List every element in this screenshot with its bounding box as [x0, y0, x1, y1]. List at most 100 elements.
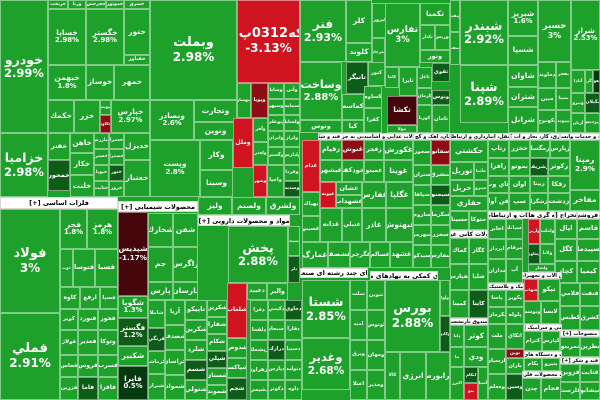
treemap-cell[interactable]: زشريف	[530, 158, 548, 176]
treemap-cell[interactable]: فولاژ	[60, 330, 78, 355]
treemap-cell[interactable]: كماسه	[342, 94, 364, 120]
treemap-cell[interactable]: باران	[506, 358, 524, 374]
treemap-cell[interactable]: پارسيان	[488, 349, 506, 374]
treemap-cell[interactable]: غپونه	[320, 182, 336, 208]
treemap-cell[interactable]: خمهر	[114, 65, 150, 100]
treemap-cell[interactable]: حفاري	[450, 196, 488, 211]
treemap-cell[interactable]: مفاخر	[570, 190, 600, 211]
treemap-cell[interactable]: غمارگ	[302, 242, 328, 268]
treemap-cell[interactable]: سپاها	[413, 185, 431, 205]
treemap-cell[interactable]: فغدير	[78, 330, 98, 355]
treemap-cell[interactable]: غمينو	[364, 160, 384, 182]
treemap-cell[interactable]: كيا	[342, 120, 364, 133]
sector-header[interactable]: سایر محصولات کانی غیرفلزی [+]	[450, 230, 488, 238]
treemap-cell[interactable]: خزر	[74, 100, 100, 133]
treemap-cell[interactable]: كرماشا	[148, 351, 165, 374]
treemap-cell[interactable]: درازك	[268, 340, 285, 360]
treemap-cell[interactable]: اپال	[555, 219, 577, 239]
treemap-cell[interactable]: بگيلان	[585, 93, 600, 113]
treemap-cell[interactable]: دسبحان	[268, 320, 285, 340]
treemap-cell[interactable]: وسپهر	[268, 99, 284, 115]
treemap-cell[interactable]: نوريس	[435, 25, 450, 50]
treemap-cell[interactable]: تكنار	[420, 25, 435, 50]
treemap-cell[interactable]: كشرق	[580, 306, 600, 330]
treemap-cell[interactable]: فسپا	[100, 287, 118, 309]
treemap-cell[interactable]: بورس 2.88%	[385, 280, 440, 352]
treemap-cell[interactable]: سيدكو	[413, 245, 431, 268]
treemap-cell[interactable]: ما	[450, 347, 464, 367]
treemap-cell[interactable]: والبر	[267, 283, 288, 300]
treemap-cell[interactable]: فروس	[78, 355, 98, 377]
treemap-cell[interactable]: وساپا	[268, 83, 284, 99]
treemap-cell[interactable]: حسينا	[450, 211, 469, 230]
treemap-cell[interactable]: خپويا	[94, 165, 109, 181]
treemap-cell[interactable]: سفانو	[431, 140, 450, 165]
treemap-cell[interactable]: تكمبا	[420, 3, 450, 25]
treemap-cell[interactable]: فنفت	[580, 283, 600, 306]
treemap-cell[interactable]: وپست 2.8%	[150, 140, 200, 197]
treemap-cell[interactable]: دپارس	[268, 360, 285, 380]
treemap-cell[interactable]: غبشهر	[320, 160, 342, 182]
sector-header[interactable]: حمل ونقل، انبارداری و ارتباطات [+]	[450, 133, 510, 140]
treemap-cell[interactable]: ختور	[124, 9, 150, 55]
treemap-cell[interactable]: غشهداب	[336, 195, 362, 208]
treemap-cell[interactable]: ستران	[413, 165, 431, 185]
treemap-cell[interactable]: غاذر	[362, 208, 386, 242]
treemap-cell[interactable]: لوتوس	[367, 310, 385, 340]
treemap-cell[interactable]: فتوسا	[73, 249, 95, 287]
treemap-cell[interactable]: ولملت	[540, 219, 555, 244]
treemap-cell[interactable]: شبندر 2.92%	[460, 0, 508, 65]
treemap-cell[interactable]: تاعل	[417, 67, 432, 88]
treemap-cell[interactable]: خبهمن 1.8%	[48, 65, 86, 100]
treemap-cell[interactable]: خوساز	[86, 65, 114, 100]
treemap-cell[interactable]: خزاميا 2.98%	[0, 133, 48, 197]
treemap-cell[interactable]: زفكا	[548, 176, 570, 193]
treemap-cell[interactable]: كلوند	[346, 43, 372, 62]
treemap-cell[interactable]: پاسا	[488, 290, 506, 307]
treemap-cell[interactable]: آسياتك	[506, 219, 523, 239]
treemap-cell[interactable]: تپولا	[387, 125, 417, 133]
sector-header[interactable]: لاستیک و پلاستیک [+]	[488, 283, 524, 290]
treemap-cell[interactable]: فنر 2.93%	[300, 0, 346, 62]
treemap-cell[interactable]: ولغدر	[253, 142, 268, 165]
treemap-cell[interactable]: وپرديس	[585, 113, 600, 133]
treemap-cell[interactable]: شاوان	[508, 65, 538, 87]
treemap-cell[interactable]: خبازرس	[94, 133, 109, 149]
treemap-cell[interactable]: اتكام	[464, 367, 478, 383]
sector-header[interactable]: زراعت و خدمات وابسته [+]	[560, 133, 600, 140]
treemap-cell[interactable]: نوين	[506, 349, 524, 358]
treemap-cell[interactable]: فجر 1.8%	[60, 209, 87, 249]
treemap-cell[interactable]: فسرب	[98, 355, 118, 377]
treemap-cell[interactable]: خساپا 2.98%	[48, 9, 86, 65]
treemap-cell[interactable]: شپنا 2.89%	[460, 65, 508, 123]
treemap-cell[interactable]: فايرا 0.5%	[118, 366, 148, 400]
treemap-cell[interactable]: ولتجار	[528, 264, 555, 272]
sector-header[interactable]: خرده فروشی [+]	[577, 211, 600, 219]
treemap-cell[interactable]: دكيمي	[268, 300, 285, 320]
treemap-cell[interactable]: تپكو	[538, 279, 560, 301]
treemap-cell[interactable]: وشهر	[253, 165, 267, 197]
treemap-cell[interactable]: ملت	[488, 324, 506, 349]
treemap-cell[interactable]: خموتور	[106, 0, 124, 9]
treemap-cell[interactable]: دتوليد	[285, 360, 302, 380]
sector-header[interactable]: بیمه و صندوق بازنشستگی [+]	[450, 318, 488, 325]
treemap-cell[interactable]: كوير	[60, 309, 78, 330]
treemap-cell[interactable]: تكشا	[387, 96, 417, 125]
treemap-cell[interactable]: شپديس -1.17%	[118, 212, 148, 296]
treemap-cell[interactable]: وليز	[198, 197, 232, 215]
treemap-cell[interactable]: قنيشابور	[580, 382, 600, 400]
sector-header[interactable]: کاشی و سرامیک [+]	[524, 324, 562, 331]
treemap-cell[interactable]: شسم	[185, 360, 207, 380]
treemap-cell[interactable]: شلعاب	[227, 283, 247, 338]
treemap-cell[interactable]: ومعلم	[488, 374, 506, 400]
treemap-cell[interactable]: كپارس	[542, 331, 560, 351]
treemap-cell[interactable]: فرابورس	[426, 352, 450, 400]
treemap-cell[interactable]: پارس	[148, 282, 173, 300]
treemap-cell[interactable]: اوان	[509, 176, 530, 193]
sector-header[interactable]: عرضه برق، گاز، بخار و آب گرم [+]	[510, 133, 560, 140]
treemap-cell[interactable]: سكرما	[431, 205, 450, 225]
treemap-cell[interactable]: وتوكا	[98, 330, 118, 355]
treemap-cell[interactable]: كترام	[524, 331, 542, 351]
treemap-cell[interactable]: خثابت	[94, 181, 109, 197]
treemap-cell[interactable]: فاما	[78, 377, 98, 400]
